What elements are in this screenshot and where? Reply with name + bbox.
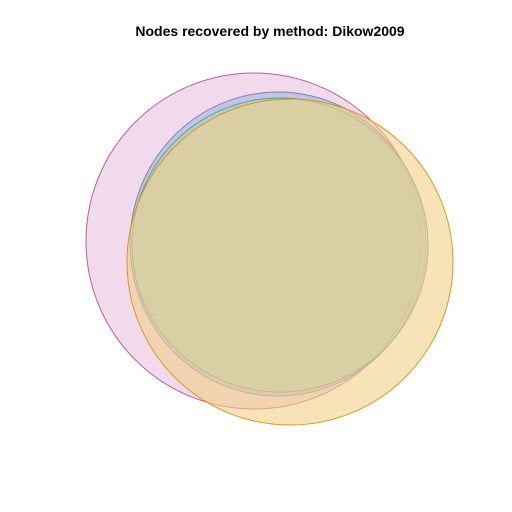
diagram-title: Nodes recovered by method: Dikow2009 — [135, 23, 405, 39]
set-circle-d — [126, 98, 454, 426]
